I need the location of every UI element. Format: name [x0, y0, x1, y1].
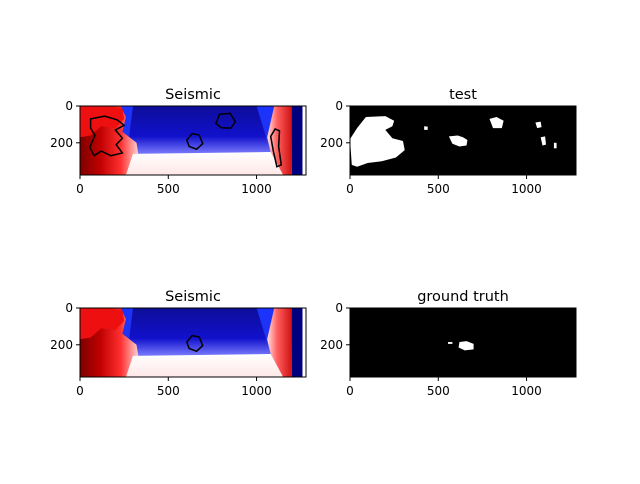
mask-region-2 [448, 135, 468, 147]
contour-line-1 [215, 112, 237, 129]
subplot-1: Seismic 0 500 1000 0 200 [50, 87, 307, 196]
seismic-bottom-band [125, 354, 284, 377]
axes-frame [79, 105, 307, 176]
subplot-title: test [449, 87, 477, 103]
mask-region-6 [553, 142, 557, 149]
x-tick-label: 500 [157, 182, 180, 196]
x-tick-label: 0 [346, 384, 354, 398]
mask-region-4 [535, 121, 542, 129]
x-tick-label: 500 [157, 384, 180, 398]
contour-line-0 [88, 115, 126, 157]
mask-region-1 [458, 341, 474, 351]
x-tick-label: 0 [346, 182, 354, 196]
x-tick-label: 0 [76, 182, 84, 196]
contour-line-2 [185, 132, 204, 151]
y-tick-label: 0 [65, 99, 73, 113]
subplot-2: test 0 500 1000 0 200 [320, 87, 577, 196]
contour-line-0 [185, 334, 204, 353]
axes-frame [349, 307, 577, 378]
seismic-bottom-band [125, 152, 284, 175]
y-tick-label: 0 [335, 99, 343, 113]
mask-region-0 [447, 342, 453, 344]
axes-frame [79, 307, 307, 378]
mask-region-1 [424, 126, 428, 130]
seismic-red-cap [80, 308, 125, 340]
y-tick-label: 200 [320, 136, 343, 150]
x-tick-label: 1000 [511, 182, 542, 196]
y-tick-label: 0 [65, 301, 73, 315]
mask-region-0 [350, 116, 405, 167]
x-tick-label: 1000 [241, 384, 272, 398]
subplot-4: ground truth 0 500 1000 0 200 [320, 289, 577, 398]
x-tick-label: 0 [76, 384, 84, 398]
seismic-image [80, 106, 303, 175]
x-tick-label: 500 [427, 182, 450, 196]
subplot-title: Seismic [165, 289, 221, 305]
seismic-right-red [267, 308, 292, 377]
axes-frame [349, 105, 577, 176]
subplot-title: ground truth [417, 289, 509, 305]
subplot-3: Seismic 0 500 1000 0 200 [50, 289, 307, 398]
seismic-image [80, 308, 303, 377]
x-tick-label: 1000 [511, 384, 542, 398]
y-tick-label: 0 [335, 301, 343, 315]
y-tick-label: 200 [320, 338, 343, 352]
y-tick-label: 200 [50, 338, 73, 352]
mask-region-5 [540, 136, 546, 146]
seismic-right-strip [291, 106, 303, 175]
subplot-title: Seismic [165, 87, 221, 103]
y-tick-label: 200 [50, 136, 73, 150]
contour-line-3 [269, 128, 283, 168]
seismic-right-strip [291, 308, 303, 377]
x-tick-label: 500 [427, 384, 450, 398]
x-tick-label: 1000 [241, 182, 272, 196]
mask-region-3 [489, 117, 504, 129]
